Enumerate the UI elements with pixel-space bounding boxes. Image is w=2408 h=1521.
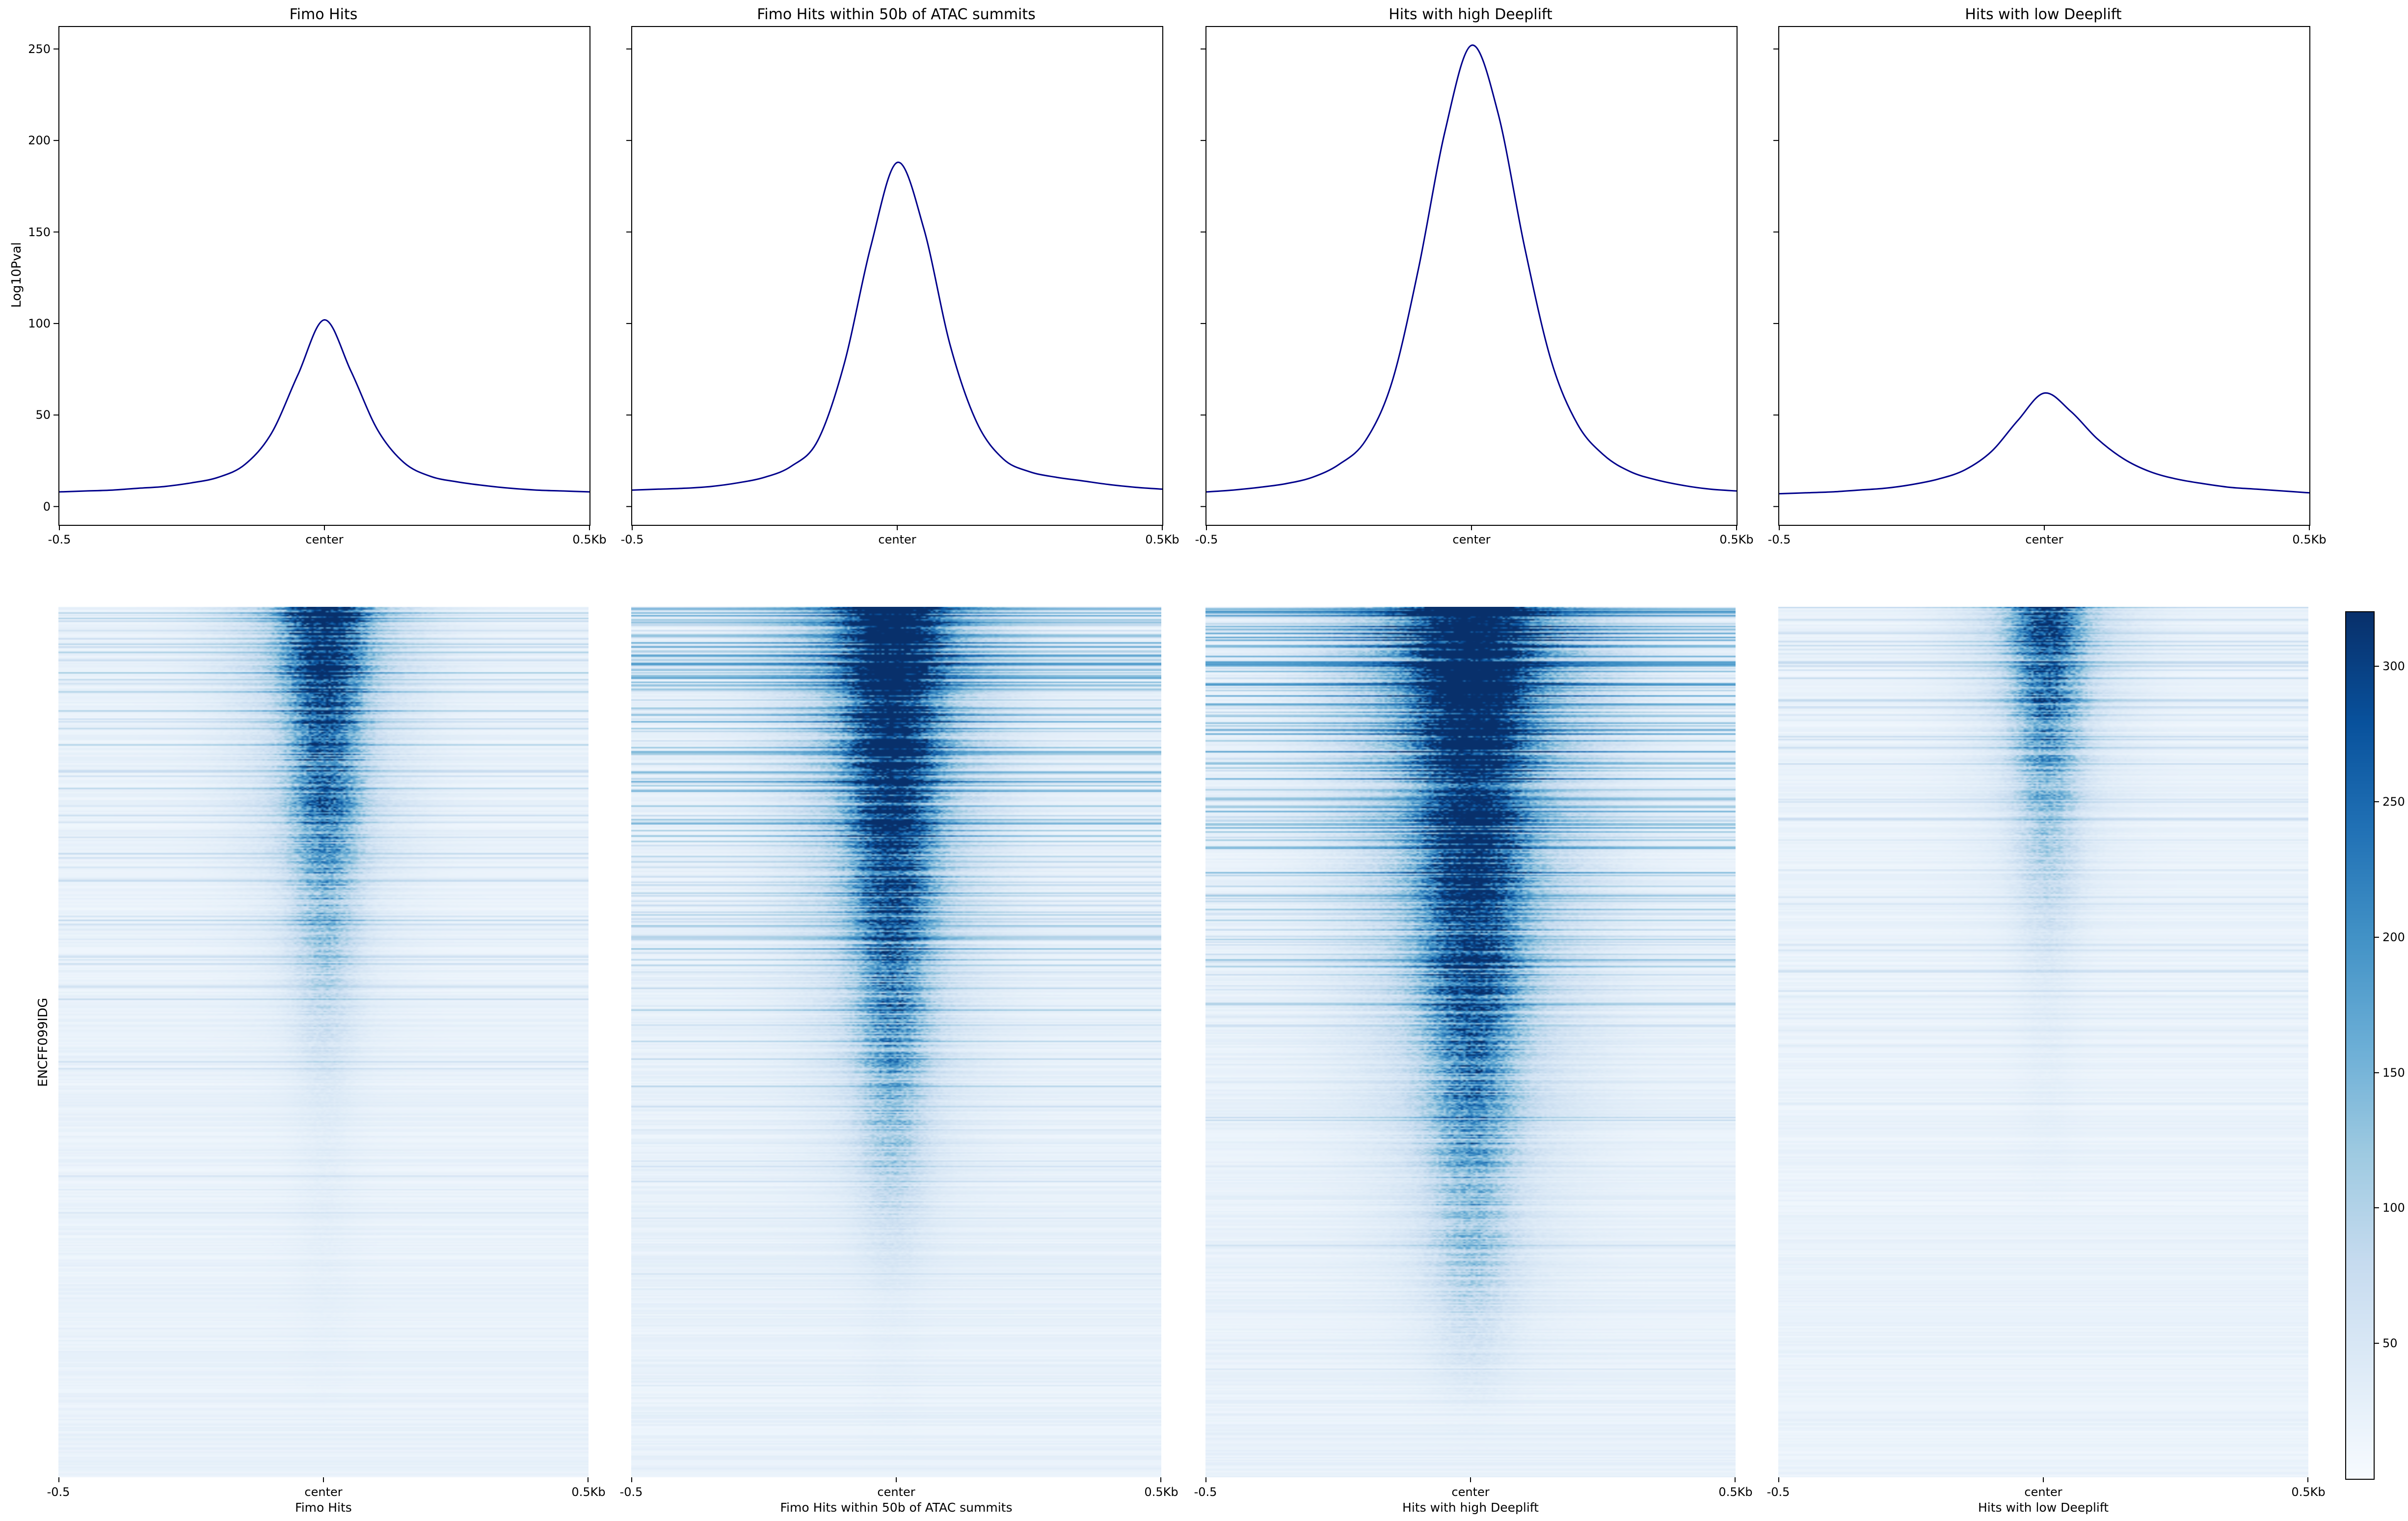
heatmap-x-tick-mark <box>588 1477 589 1482</box>
heatmap-x-tick-mark <box>2043 1477 2044 1482</box>
figure-column: Fimo Hits within 50b of ATAC summits -0.… <box>620 0 1179 1521</box>
heatmap-x-tick: -0.5 <box>1194 1485 1217 1499</box>
profile-title: Hits with high Deeplift <box>1389 6 1552 23</box>
heatmap-plot: -0.5 center 0.5Kb <box>1194 607 1753 1499</box>
heatmap-x-tick: center <box>304 1485 343 1499</box>
profile-line-chart <box>54 48 590 530</box>
heatmap-canvas <box>58 607 589 1477</box>
heatmap-canvas <box>631 607 1161 1477</box>
profile-x-tick: 0.5Kb <box>2292 533 2327 546</box>
colorbar-tick-mark <box>2375 1343 2379 1344</box>
profile-title: Fimo Hits <box>289 6 358 23</box>
heatmap-x-axis-label: Hits with high Deeplift <box>1402 1500 1539 1515</box>
heatmap-x-axis-label: Fimo Hits <box>295 1500 352 1515</box>
colorbar-tick-mark <box>2375 801 2379 803</box>
heatmap-x-axis-label: Fimo Hits within 50b of ATAC summits <box>780 1500 1013 1515</box>
colorbar-tick-mark <box>2375 1207 2379 1209</box>
colorbar-gradient <box>2346 612 2374 1479</box>
profile-y-tick: 200 <box>28 134 51 148</box>
heatmap-x-tick-mark <box>323 1477 324 1482</box>
heatmap-plot: -0.5 center 0.5Kb <box>1767 607 2326 1499</box>
profile-x-tick: -0.5 <box>1195 533 1218 546</box>
profile-x-tick: -0.5 <box>620 533 644 546</box>
profile-y-axis-label: Log10Pval <box>9 242 24 308</box>
profile-title: Fimo Hits within 50b of ATAC summits <box>757 6 1036 23</box>
profile-x-tick: 0.5Kb <box>1719 533 1754 546</box>
heatmap-x-tick-mark <box>1735 1477 1736 1482</box>
heatmap-plot: -0.5 center 0.5Kb <box>47 607 606 1499</box>
heatmap-x-tick: -0.5 <box>619 1485 643 1499</box>
heatmap-x-tick: center <box>877 1485 915 1499</box>
figure-column: Fimo Hits 0 50 100 150 200 250 -0.5 center 0.5K… <box>28 0 607 1521</box>
colorbar-tick-mark <box>2375 1072 2379 1073</box>
heatmap-x-tick-mark <box>1205 1477 1206 1482</box>
profile-x-tick: -0.5 <box>1767 533 1791 546</box>
profile-x-tick: center <box>2025 533 2063 546</box>
profile-line-chart <box>1773 48 2310 530</box>
heatmap-x-tick-mark <box>631 1477 632 1482</box>
profile-title: Hits with low Deeplift <box>1965 6 2122 23</box>
heatmap-canvas <box>1205 607 1736 1477</box>
heatmap-x-tick: -0.5 <box>1766 1485 1790 1499</box>
heatmap-x-tick: 0.5Kb <box>1144 1485 1178 1499</box>
heatmap-x-tick-mark <box>1470 1477 1471 1482</box>
colorbar-tick-mark <box>2375 936 2379 938</box>
heatmap-plot: -0.5 center 0.5Kb <box>620 607 1178 1499</box>
heatmap-x-tick-mark <box>2307 1477 2308 1482</box>
heatmap-x-axis-label: Hits with low Deeplift <box>1978 1500 2109 1515</box>
colorbar-tick: 300 <box>2382 659 2405 674</box>
profile-plot: -0.5 center 0.5Kb <box>621 26 1179 546</box>
colorbar-tick: 150 <box>2382 1065 2405 1080</box>
colorbar-tick: 100 <box>2382 1201 2405 1215</box>
profile-y-tick: 150 <box>28 225 51 239</box>
colorbar-tick: 200 <box>2382 930 2405 944</box>
profile-x-tick: center <box>305 533 344 546</box>
profile-y-tick: 0 <box>43 499 51 514</box>
heatmap-x-tick-mark <box>1160 1477 1161 1482</box>
profile-x-tick: 0.5Kb <box>1145 533 1179 546</box>
profile-plot: -0.5 center 0.5Kb <box>1195 26 1754 546</box>
profile-x-tick: -0.5 <box>48 533 71 546</box>
figure-column: Hits with low Deeplift -0.5 center 0.5Kb -… <box>1767 0 2327 1521</box>
heatmap-x-tick: center <box>1451 1485 1490 1499</box>
profile-y-tick: 100 <box>28 316 51 330</box>
heatmap-x-tick: -0.5 <box>47 1485 70 1499</box>
colorbar-tick-mark <box>2375 666 2379 667</box>
profile-line-chart <box>626 48 1163 530</box>
profile-y-tick: 50 <box>35 408 51 422</box>
profile-y-tick: 250 <box>28 42 51 56</box>
colorbar: 50 100 150 200 250 300 <box>2345 611 2405 1480</box>
profile-x-tick: center <box>878 533 916 546</box>
colorbar-tick: 250 <box>2382 795 2405 809</box>
heatmap-x-tick-mark <box>1778 1477 1779 1482</box>
heatmap-x-tick: center <box>2024 1485 2062 1499</box>
heatmap-y-axis-label: ENCFF099IDG <box>36 998 51 1087</box>
figure-column: Hits with high Deeplift -0.5 center 0.5Kb … <box>1194 0 1754 1521</box>
heatmap-x-tick: 0.5Kb <box>2291 1485 2326 1499</box>
profile-x-tick: 0.5Kb <box>572 533 607 546</box>
heatmap-x-tick: 0.5Kb <box>1718 1485 1753 1499</box>
profile-line-chart <box>1201 44 1737 530</box>
heatmap-x-tick: 0.5Kb <box>571 1485 606 1499</box>
heatmap-x-tick-mark <box>58 1477 59 1482</box>
profile-plot: -0.5 center 0.5Kb <box>1768 26 2327 546</box>
heatmap-x-tick-mark <box>896 1477 897 1482</box>
colorbar-tick: 50 <box>2382 1336 2398 1351</box>
profile-plot: 0 50 100 150 200 250 -0.5 center 0.5Kb <box>28 26 607 546</box>
profile-x-tick: center <box>1452 533 1491 546</box>
heatmap-canvas <box>1778 607 2308 1477</box>
